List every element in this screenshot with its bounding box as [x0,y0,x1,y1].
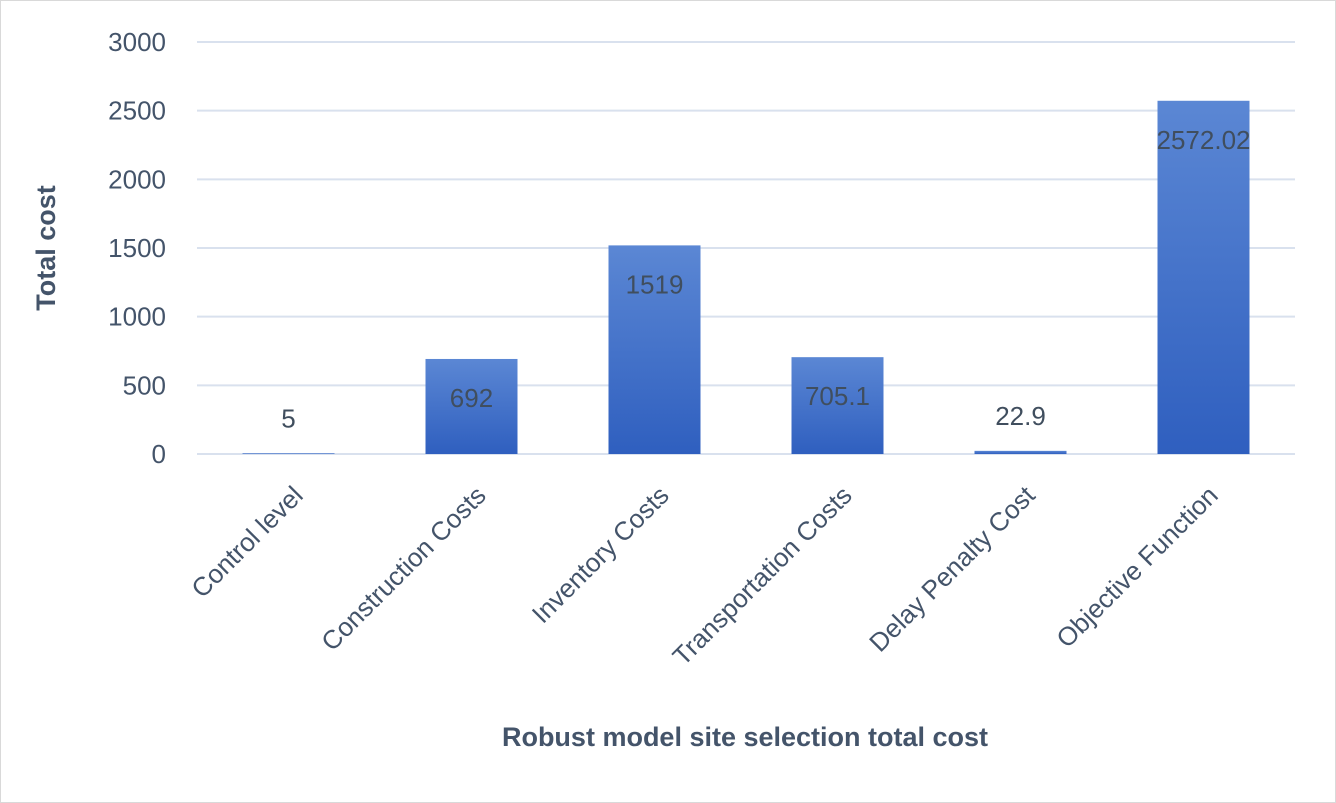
bar [425,358,518,454]
category-label: Objective Function [1050,480,1223,653]
y-tick-label: 0 [152,439,166,469]
category-label: Control level [185,480,308,603]
data-label: 2572.02 [1157,125,1251,155]
y-tick-labels: 0 500 1000 1500 2000 2500 3000 [108,27,166,469]
bar [608,245,701,454]
category-labels: Control level Construction Costs Inventory… [185,479,1223,671]
x-axis-title: Robust model site selection total cost [502,722,988,752]
y-tick-label: 2500 [108,96,166,126]
y-tick-label: 3000 [108,27,166,57]
category-label: Inventory Costs [526,480,675,629]
bar [1157,100,1250,455]
y-axis-title: Total cost [31,185,61,311]
bar [791,357,884,454]
category-label: Transportation Costs [667,480,858,671]
data-label: 5 [281,403,295,433]
data-label: 705.1 [805,381,870,411]
category-label: Construction Costs [315,480,492,657]
bar [242,453,335,454]
data-label: 692 [450,383,493,413]
data-label: 1519 [626,269,684,299]
y-tick-label: 1000 [108,302,166,332]
y-tick-label: 2000 [108,164,166,194]
category-label: Delay Penalty Cost [863,479,1041,657]
gridlines [197,41,1295,455]
y-tick-label: 1500 [108,233,166,263]
data-label: 22.9 [995,401,1046,431]
data-labels: 5 692 1519 705.1 22.9 2572.02 [281,125,1250,434]
bars [242,100,1250,455]
bar [974,450,1067,454]
y-tick-label: 500 [123,370,166,400]
